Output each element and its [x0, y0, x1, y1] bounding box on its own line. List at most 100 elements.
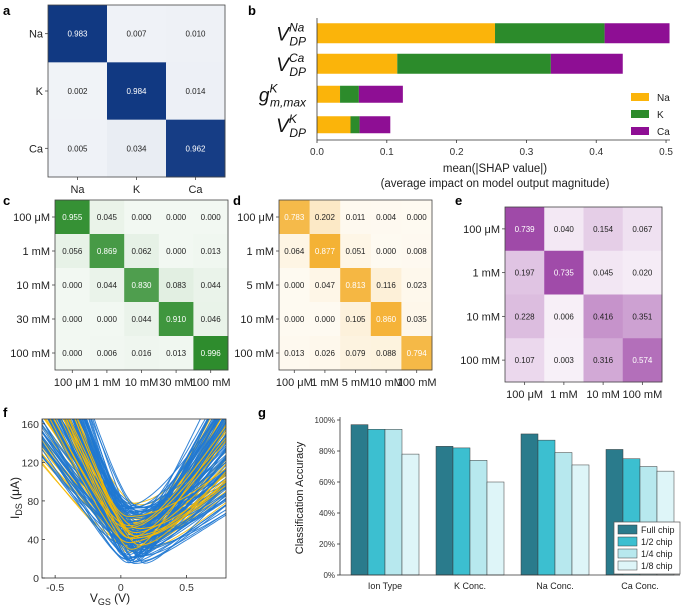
legend-label: 1/8 chip [641, 561, 673, 571]
transfer-curve [62, 419, 226, 538]
cell-value-label: 0.197 [515, 269, 536, 278]
heatmap-cell [89, 268, 125, 303]
y-tick-label: 160 [21, 419, 39, 431]
cell-value-label: 0.910 [166, 315, 187, 324]
cell-value-label: 0.962 [185, 144, 206, 153]
cell-value-label: 0.416 [593, 312, 614, 321]
x-tick-label: 100 μM [506, 389, 543, 401]
x-tick-label: 1 mM [311, 377, 339, 389]
classification-accuracy-chart: 0% 20% 40% 60% 80% 100% Ion Type K Conc. Na Conc… [294, 416, 681, 591]
cell-value-label: 0.107 [515, 356, 536, 365]
heatmap-cell [107, 5, 167, 63]
cell-value-label: 0.000 [315, 315, 336, 324]
cell-value-label: 0.020 [632, 269, 653, 278]
heatmap-cell [370, 268, 402, 303]
cell-value-label: 0.830 [131, 281, 152, 290]
y-tick-label: 100 mM [234, 348, 274, 360]
cell-value-label: 0.000 [284, 281, 305, 290]
heatmap-cell [279, 200, 310, 235]
cell-value-label: 0.202 [315, 213, 336, 222]
x-tick-label: 10 mM [125, 377, 159, 389]
x-tick-label: 10 mM [369, 377, 403, 389]
x-tick-label: 0.5 [179, 582, 194, 594]
transfer-curve [49, 419, 226, 544]
cell-value-label: 0.869 [97, 247, 118, 256]
x-category-label: Ion Type [368, 581, 402, 591]
heatmap-cell [89, 200, 125, 235]
feature-label: VK DP [276, 112, 306, 140]
transfer-curves-plot: 0 40 80 120 160 -0.5 0 0.5 VGS (V) IDS (μA) [8, 418, 227, 605]
heatmap-cell [505, 294, 545, 339]
y-tick-label: 100 mM [460, 355, 500, 367]
y-tick-label: 40 [27, 534, 39, 546]
stacked-bar-segment [550, 53, 623, 74]
heatmap-cell [48, 62, 108, 121]
y-axis-label: Classification Accuracy [294, 441, 306, 554]
x-tick-label: 0.5 [659, 147, 673, 158]
cell-value-label: 0.062 [131, 247, 152, 256]
heatmap-cell [340, 200, 372, 235]
transfer-curve [63, 419, 226, 550]
heatmap-cell [107, 119, 167, 178]
heatmap-cell [124, 302, 160, 337]
legend-label: Na [657, 93, 670, 104]
cell-value-label: 0.002 [67, 87, 88, 96]
y-tick-label: 30 mM [16, 314, 50, 326]
y-tick-label: 60% [319, 478, 335, 487]
transfer-curve [69, 419, 226, 546]
heatmap-cell [505, 338, 545, 383]
heatmap-cell [55, 200, 90, 235]
transfer-curve [76, 419, 226, 533]
y-tick-label: 100 μM [13, 212, 50, 224]
heatmap-cell [166, 119, 226, 178]
heatmap-cell [158, 268, 194, 303]
cell-value-label: 0.783 [284, 213, 305, 222]
heatmap-frame [504, 206, 663, 383]
heatmap-cell [166, 5, 226, 63]
heatmap-cell [89, 234, 125, 269]
legend-swatch [631, 127, 649, 135]
cell-value-label: 0.000 [376, 247, 397, 256]
cell-value-label: 0.739 [515, 225, 536, 234]
y-axis-label: IDS (μA) [8, 477, 24, 519]
transfer-curve [75, 419, 226, 517]
accuracy-bar [452, 447, 471, 576]
y-tick-label: 40% [319, 509, 335, 518]
heatmap-cell [370, 234, 402, 269]
curves-group [42, 419, 226, 565]
heatmap-cell [544, 207, 584, 252]
heatmap-cell [583, 338, 624, 383]
stacked-bar-segment [340, 85, 359, 103]
cell-value-label: 0.045 [593, 269, 614, 278]
heatmap-cell [193, 336, 229, 371]
x-tick-label: 0 [118, 582, 124, 594]
heatmap-cell [124, 336, 160, 371]
heatmap-cell [622, 207, 663, 252]
x-tick-label: 0.2 [450, 147, 464, 158]
transfer-curve [60, 419, 226, 565]
cell-value-label: 0.000 [62, 349, 83, 358]
transfer-curve [42, 419, 217, 508]
cell-value-label: 0.083 [166, 281, 187, 290]
transfer-curve [84, 419, 226, 542]
cell-value-label: 0.004 [376, 213, 397, 222]
heatmap-cell [124, 200, 160, 235]
transfer-curve [53, 419, 226, 529]
y-tick-label: 100 μM [237, 212, 274, 224]
heatmap-cell [158, 302, 194, 337]
legend-label: K [657, 110, 664, 121]
panel-letter-c: c [3, 193, 10, 208]
cell-value-label: 0.351 [632, 312, 653, 321]
confusion-matrix-ca-concentration: 0.739 0.040 0.154 0.067 0.197 0.735 0.045 0.020… [460, 206, 663, 401]
heatmap-cell [55, 336, 90, 371]
heatmap-cell [401, 302, 433, 337]
cell-value-label: 0.044 [131, 315, 152, 324]
cell-value-label: 0.877 [315, 247, 336, 256]
cell-value-label: 0.735 [554, 269, 575, 278]
heatmap-cell [583, 250, 624, 295]
heatmap-cell [158, 234, 194, 269]
cell-value-label: 0.860 [376, 315, 397, 324]
transfer-curve [71, 419, 226, 559]
heatmap-cell [309, 302, 341, 337]
